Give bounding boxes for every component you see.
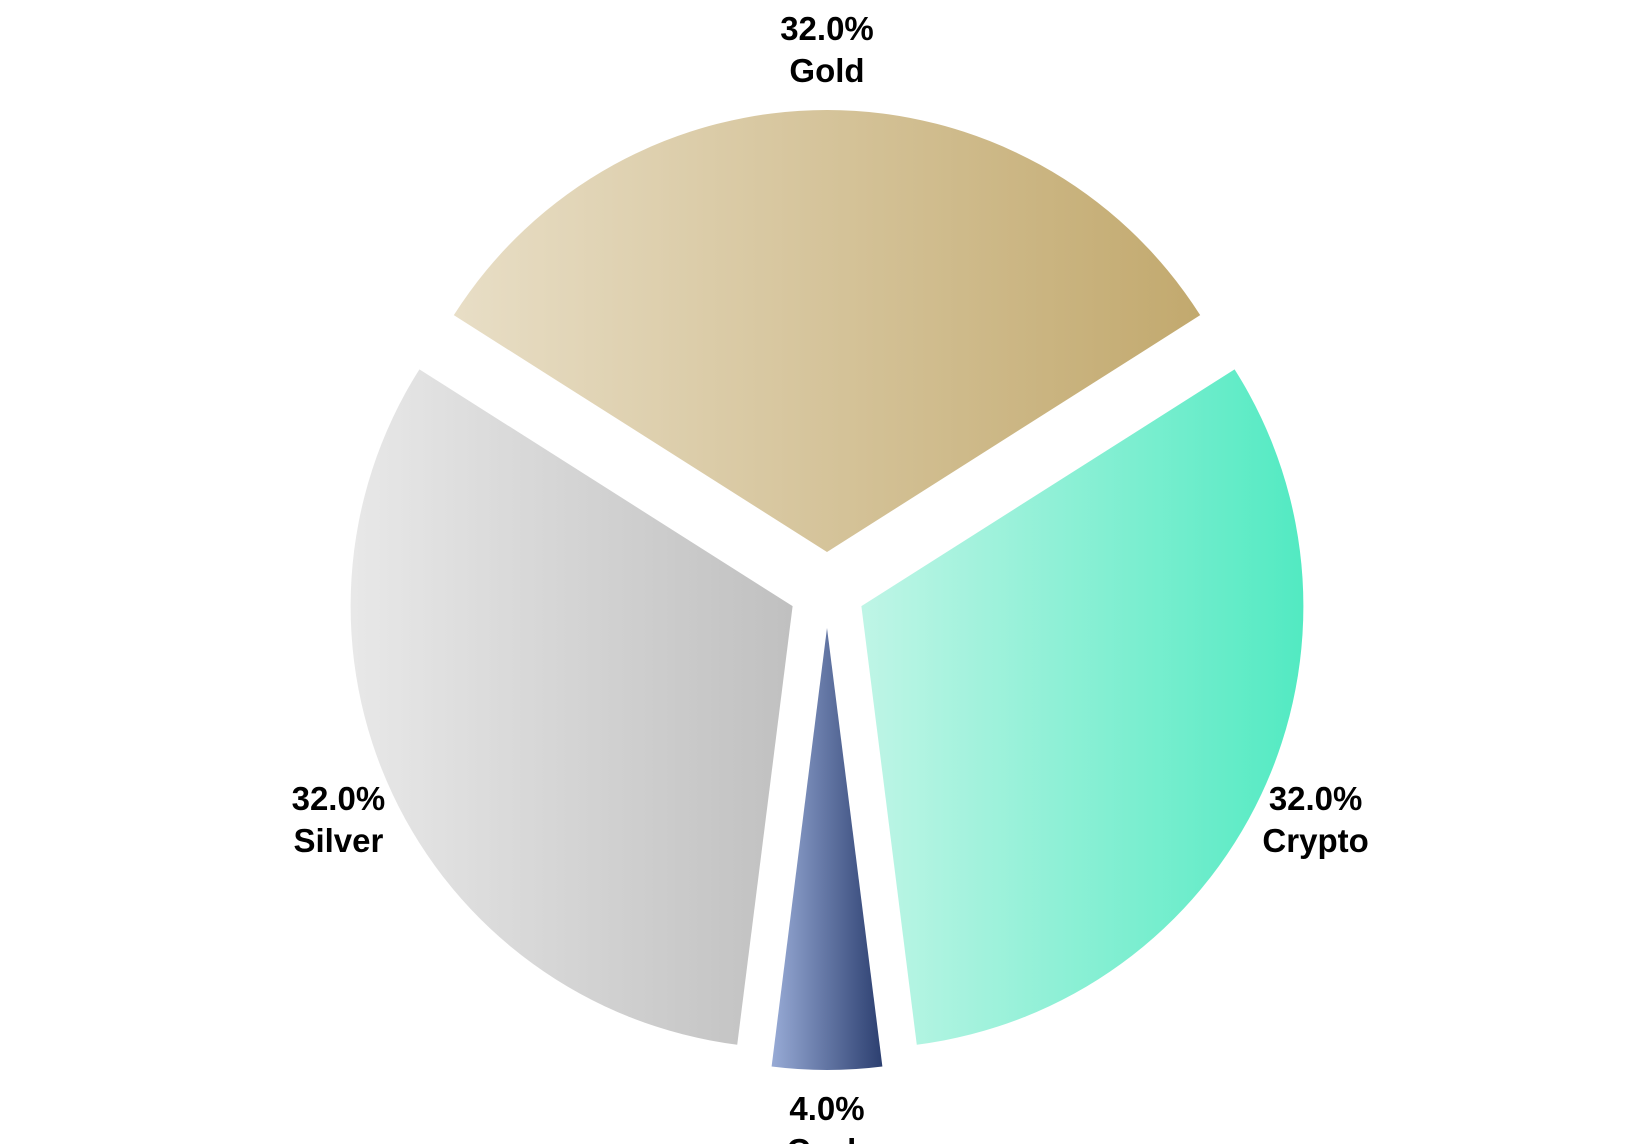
pie-slice-crypto: [861, 369, 1304, 1045]
pie-labels: 32.0% Gold 32.0% Crypto 4.0% Cash 32.0% Silver: [292, 10, 1369, 1144]
slice-percent-label-crypto: 32.0%: [1269, 780, 1363, 817]
slice-category-label-silver: Silver: [293, 822, 383, 859]
slice-percent-label-cash: 4.0%: [789, 1090, 864, 1127]
slice-percent-label-gold: 32.0%: [780, 10, 874, 47]
slice-category-label-gold: Gold: [789, 52, 864, 89]
slice-percent-label-silver: 32.0%: [292, 780, 386, 817]
pie-slice-silver: [350, 369, 793, 1045]
pie-slice-cash: [771, 628, 883, 1070]
pie-slices: [350, 109, 1304, 1070]
slice-category-label-cash: Cash: [787, 1132, 868, 1144]
slice-category-label-crypto: Crypto: [1262, 822, 1368, 859]
pie-slice-gold: [453, 109, 1201, 552]
